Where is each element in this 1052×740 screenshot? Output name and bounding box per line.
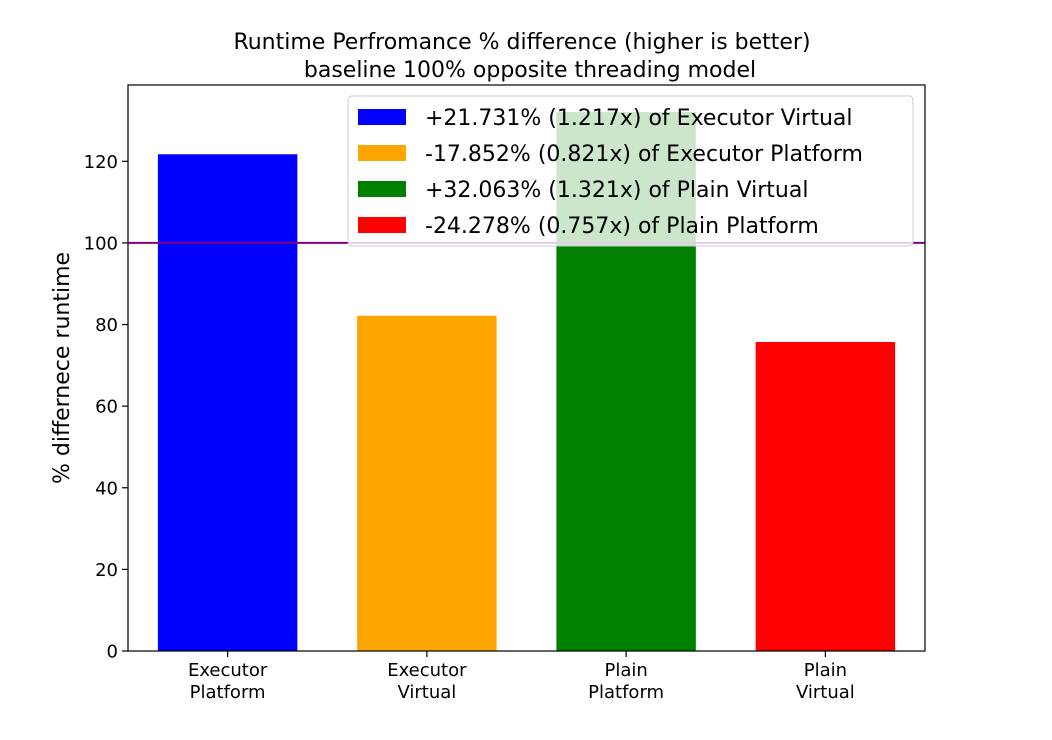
y-tick-label-2: 40 [95,478,118,499]
legend-swatch-2 [358,181,406,197]
bar-1 [357,315,497,651]
legend-swatch-3 [358,217,406,233]
legend-swatch-0 [358,109,406,125]
y-tick-label-5: 100 [84,233,118,254]
axes-layer: 020406080100120ExecutorPlatformExecutorV… [84,84,926,703]
y-tick-label-0: 0 [107,642,118,663]
y-tick-label-6: 120 [84,152,118,173]
legend-label-3: -24.278% (0.757x) of Plain Platform [425,214,819,239]
x-tick-label-3-1: Virtual [796,682,855,703]
x-tick-label-1-0: Executor [387,660,467,681]
x-tick-label-1-1: Virtual [397,682,456,703]
legend-label-1: -17.852% (0.821x) of Executor Platform [425,142,863,167]
chart-subtitle: baseline 100% opposite threading model [304,58,756,83]
bar-0 [157,154,298,651]
chart-title: Runtime Perfromance % difference (higher… [233,30,810,55]
legend-frame [347,95,914,247]
y-tick-label-3: 60 [95,397,118,418]
x-tick-label-2-1: Platform [588,682,664,703]
x-tick-label-0-0: Executor [188,660,268,681]
bar-3 [755,342,896,651]
x-tick-label-2-0: Plain [604,660,647,681]
y-tick-label-1: 20 [95,560,118,581]
y-tick-label-4: 80 [95,315,118,336]
x-tick-label-3-0: Plain [804,660,847,681]
legend: +21.731% (1.217x) of Executor Virtual -17… [347,95,914,247]
legend-swatch-1 [358,145,406,161]
legend-label-0: +21.731% (1.217x) of Executor Virtual [425,106,853,131]
x-tick-label-0-1: Platform [190,682,266,703]
plot-frame [127,84,926,652]
legend-label-2: +32.063% (1.321x) of Plain Virtual [425,178,808,203]
y-axis-label: % differnece runtime [50,252,75,484]
